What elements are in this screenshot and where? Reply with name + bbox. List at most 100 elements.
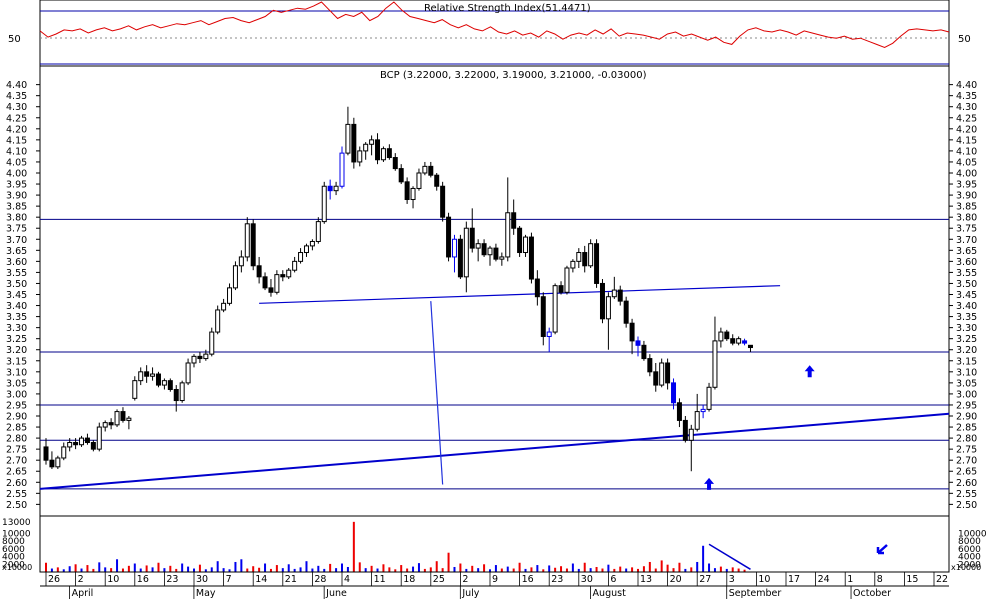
volume-bar [429,567,432,572]
day-label: 17 [788,574,800,585]
volume-bar [731,567,734,572]
volume-bar [613,568,616,572]
price-tick-label-left: 4.35 [6,91,27,102]
candle-body [546,331,552,337]
price-tick-label-left: 4.40 [6,80,27,91]
price-tick-label-left: 3.25 [6,334,27,345]
price-tick-label-left: 4.30 [6,102,27,113]
volume-bar [601,568,604,572]
candle-body [238,256,244,267]
candle-body [102,422,108,428]
volume-bar [465,568,468,572]
price-tick-label-left: 3.20 [6,345,27,356]
candle-body [150,373,156,377]
candle-body [404,181,410,201]
candle-body [564,267,570,293]
volume-bar [412,566,415,572]
volume-bar [204,569,207,572]
volume-bar [388,567,391,572]
day-label: 3 [729,574,735,585]
price-tick-label-right: 3.30 [956,323,977,334]
day-label: 13 [640,574,652,585]
volume-bar [364,568,367,572]
price-tick-label-right: 3.10 [956,367,977,378]
volume-tick-label-left: 8000 [2,537,25,547]
volume-bar [406,568,409,572]
price-tick-label-right: 2.55 [956,489,977,500]
price-tick-label-left: 4.00 [6,168,27,179]
candle-body [232,265,238,289]
volume-tick-label-left: 4000 [2,553,25,563]
volume-bar [127,565,130,572]
volume-bar [116,559,119,572]
volume-bars [45,521,746,572]
volume-bar [696,561,699,572]
price-tick-label-right: 3.20 [956,345,977,356]
day-label: 20 [670,574,682,585]
price-tick-label-right: 2.75 [956,445,977,456]
up-arrow-icon [704,477,715,490]
candle-body [215,309,221,333]
price-tick-label-right: 3.50 [956,279,977,290]
volume-bar [329,563,332,572]
month-label: August [593,588,627,599]
candle-body [724,331,730,340]
volume-tick-label-left: 13000 [2,518,31,528]
candle-body [256,265,262,278]
volume-bar [323,568,326,572]
volume-bar [702,545,705,572]
candle-body [635,340,641,346]
price-tick-label-right: 4.20 [956,124,977,135]
volume-bar [151,567,154,572]
volume-bar [631,567,634,572]
volume-bar [341,563,343,572]
candle-body [469,227,475,249]
day-label: 27 [699,574,711,585]
candle-body [221,302,227,311]
price-tick-label-left: 3.05 [6,378,27,389]
price-tick-label-right: 4.35 [956,91,977,102]
price-tick-label-right: 3.95 [956,180,977,191]
day-label: 22 [936,574,948,585]
price-tick-label-right: 4.15 [956,135,977,146]
price-tick-label-right: 2.50 [956,500,977,511]
volume-bar [299,567,302,572]
candle-body [197,355,203,360]
candle-body [321,185,327,223]
candle-body [416,172,422,189]
candle-body [451,238,457,258]
volume-bar [459,563,462,572]
price-axis-right: 4.404.354.304.254.204.154.104.054.003.95… [949,80,977,511]
volume-bar [660,560,663,572]
day-label: 23 [166,574,178,585]
price-tick-label-left: 3.40 [6,301,27,312]
down-left-arrow-icon [876,544,888,555]
rsi-level-label-left: 50 [8,34,21,45]
volume-bar [317,565,320,572]
volume-tick-label-right: 2000 [958,560,981,570]
volume-bar [542,569,545,572]
volume-bar [494,565,497,572]
candle-body [688,428,694,441]
day-label: 11 [374,574,386,585]
price-tick-label-right: 3.55 [956,268,977,279]
candle-body [203,353,209,360]
candle-body [463,227,469,278]
volume-bar [252,566,255,572]
candle-body [499,256,505,260]
volume-bar [400,565,403,572]
month-label: July [461,588,479,599]
volume-bar [637,568,639,572]
volume-bar [684,568,687,572]
candle-body [440,185,446,218]
candle-body [345,123,351,154]
day-label: 21 [285,574,297,585]
candle-body [641,344,647,360]
candle-body [357,150,363,163]
candle-body [144,371,150,377]
volume-bar [607,564,610,572]
volume-bar [98,562,101,572]
price-tick-label-left: 2.75 [6,445,27,456]
volume-bar [471,565,474,572]
